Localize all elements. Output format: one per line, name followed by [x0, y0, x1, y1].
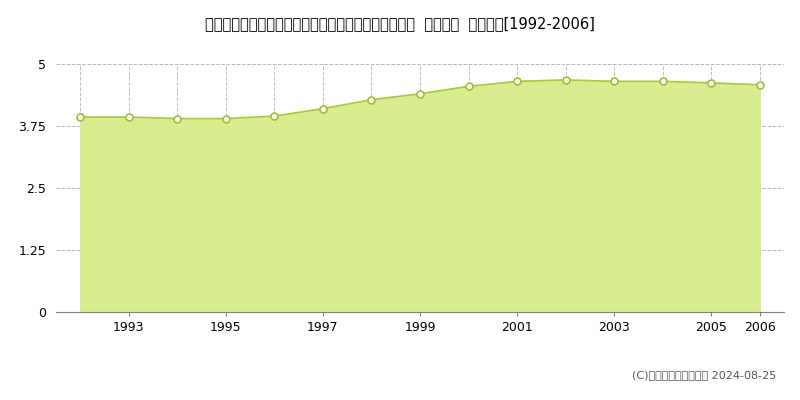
Text: 岩手県紫波郡矢巾町大字赤林第１７地割字林崎８番６  地価公示  地価推移[1992-2006]: 岩手県紫波郡矢巾町大字赤林第１７地割字林崎８番６ 地価公示 地価推移[1992-…	[205, 16, 595, 31]
Text: (C)土地価格ドットコム 2024-08-25: (C)土地価格ドットコム 2024-08-25	[632, 370, 776, 380]
